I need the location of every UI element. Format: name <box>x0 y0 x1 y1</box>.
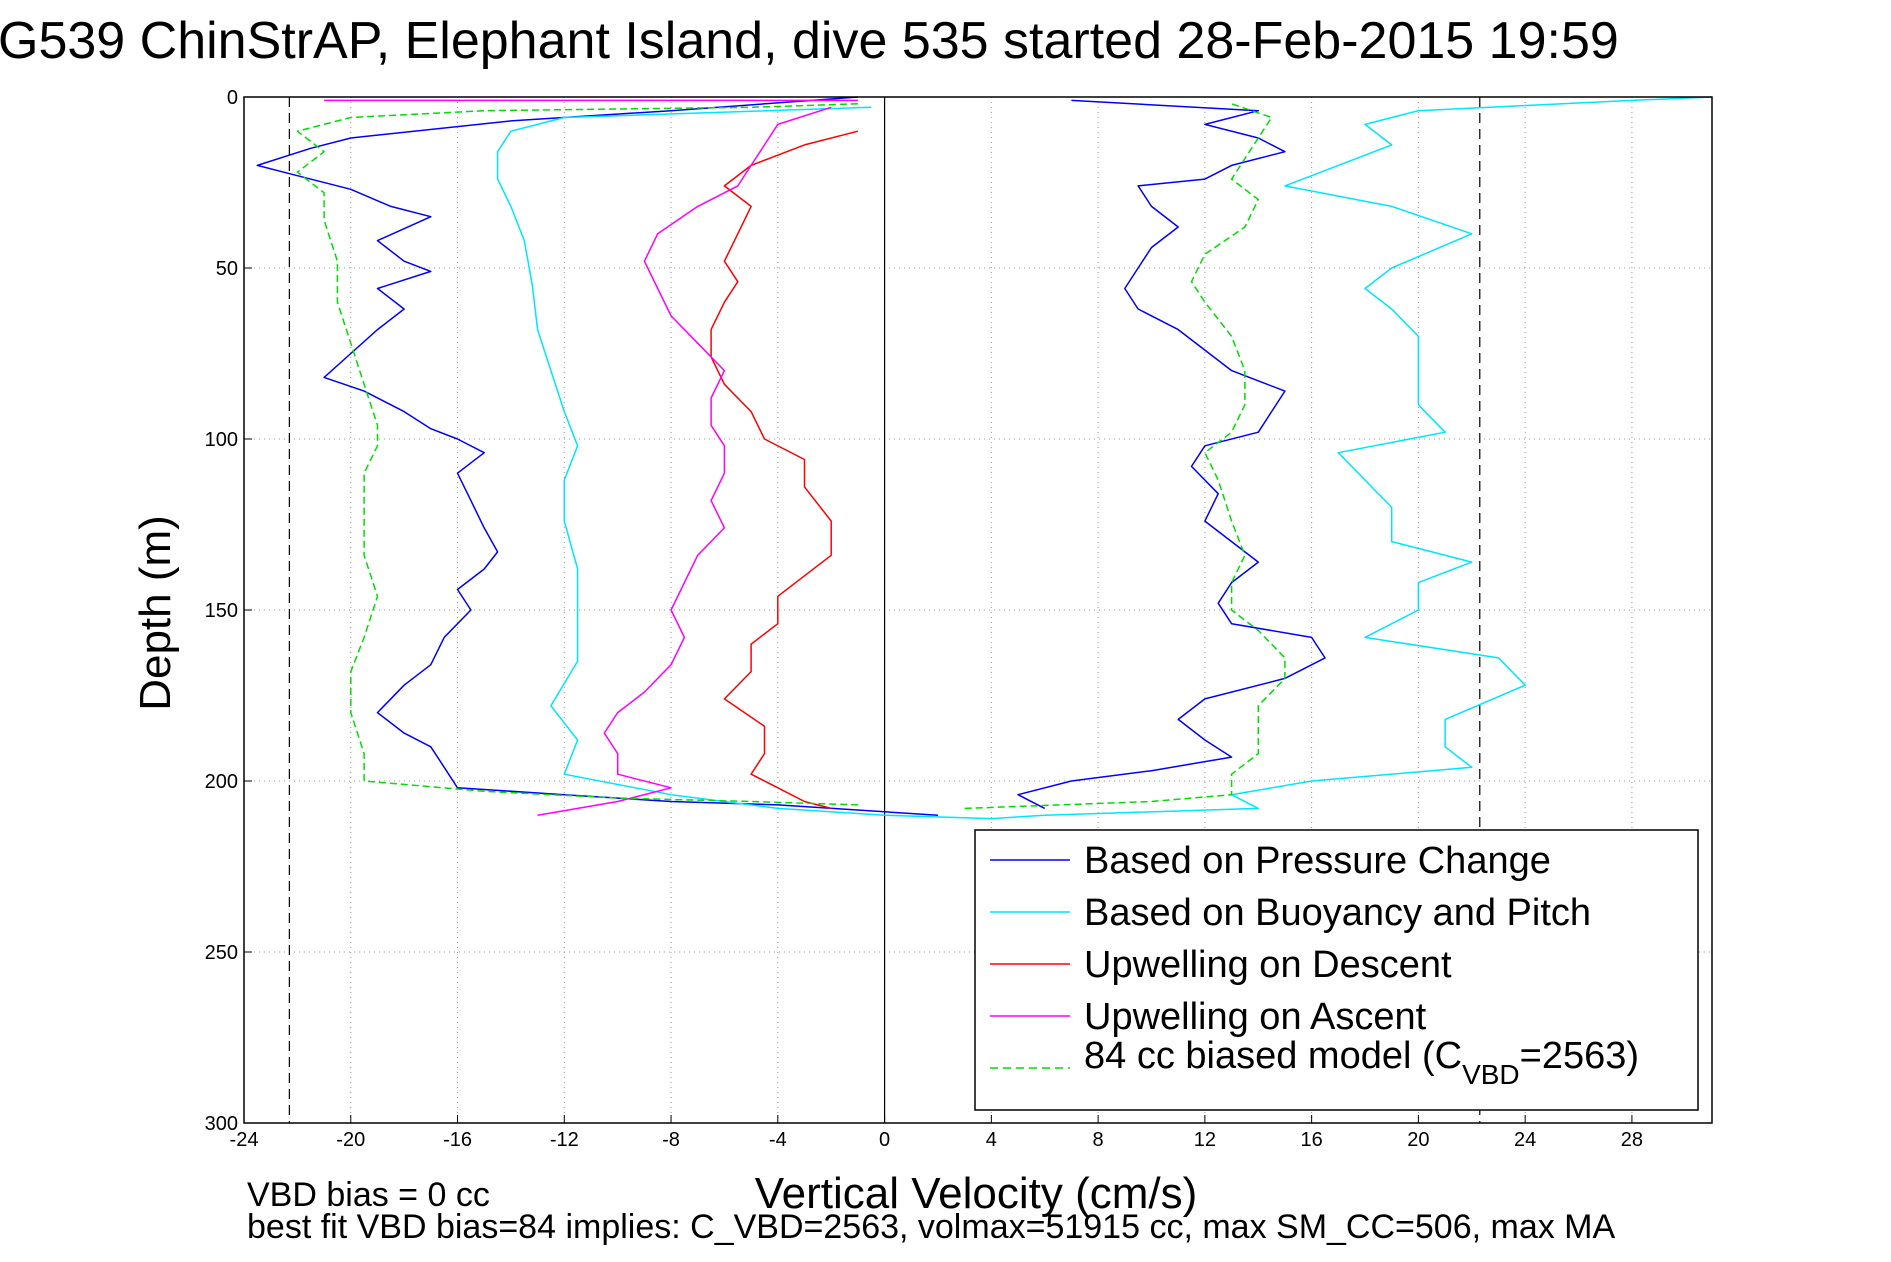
x-tick-label: 24 <box>1514 1129 1536 1151</box>
series-line-buoyancy_ascent <box>1044 96 1713 816</box>
y-tick-label: 300 <box>205 1113 238 1135</box>
x-tick-label: 4 <box>986 1129 997 1151</box>
series-line-ascent_upwelling <box>537 106 832 816</box>
series-line-pressure_ascent <box>1017 99 1326 810</box>
footer-line-1: VBD bias = 0 cc <box>247 1176 490 1214</box>
legend-model-subscript: VBD <box>1462 1059 1520 1090</box>
x-axis-label: Vertical Velocity (cm/s) <box>755 1169 1198 1218</box>
x-tick-label: -24 <box>230 1129 259 1151</box>
y-tick-label: 50 <box>216 258 238 280</box>
x-tick-label: -8 <box>662 1129 680 1151</box>
legend-model-prefix: 84 cc biased model (C <box>1084 1035 1462 1077</box>
y-tick-label: 0 <box>227 87 238 109</box>
legend-label-pressure: Based on Pressure Change <box>1084 840 1551 882</box>
footer-line-2: best fit VBD bias=84 implies: C_VBD=2563… <box>247 1208 1616 1246</box>
legend-label-model: 84 cc biased model (CVBD=2563) <box>1084 1035 1639 1090</box>
x-tick-label: 20 <box>1407 1129 1429 1151</box>
x-tick-label: -20 <box>336 1129 365 1151</box>
series-layer <box>256 96 1713 820</box>
y-tick-label: 200 <box>205 771 238 793</box>
series-line-descent_upwelling <box>710 130 859 810</box>
chart-title: G539 ChinStrAP, Elephant Island, dive 53… <box>0 12 1619 70</box>
y-axis-label: Depth (m) <box>131 515 180 711</box>
x-tick-label: 0 <box>879 1129 890 1151</box>
series-line-buoyancy_descent <box>496 106 1045 820</box>
legend-label-ascent: Upwelling on Ascent <box>1084 996 1427 1038</box>
axis-ticks: -24 -20 -16 -12 -8 -4 0 4 8 12 16 20 24 28 0 50 100 150 20… <box>205 87 1643 1151</box>
y-tick-label: 150 <box>205 600 238 622</box>
series-line-pressure_descent <box>256 96 939 816</box>
legend-label-buoyancy: Based on Buoyancy and Pitch <box>1084 892 1591 934</box>
series-line-model_ascent <box>964 103 1286 810</box>
series-line-model_descent <box>296 103 858 806</box>
x-tick-label: -16 <box>443 1129 472 1151</box>
x-tick-label: 16 <box>1301 1129 1323 1151</box>
x-tick-label: 28 <box>1621 1129 1643 1151</box>
legend-model-suffix: =2563) <box>1520 1035 1639 1077</box>
x-tick-label: 8 <box>1093 1129 1104 1151</box>
y-tick-label: 100 <box>205 429 238 451</box>
legend-label-descent: Upwelling on Descent <box>1084 944 1452 986</box>
y-tick-label: 250 <box>205 942 238 964</box>
legend-box <box>974 829 1699 1111</box>
x-tick-label: -4 <box>769 1129 787 1151</box>
x-tick-label: -12 <box>550 1129 579 1151</box>
x-tick-label: 12 <box>1194 1129 1216 1151</box>
legend: Based on Pressure Change Based on Buoyan… <box>974 829 1699 1111</box>
